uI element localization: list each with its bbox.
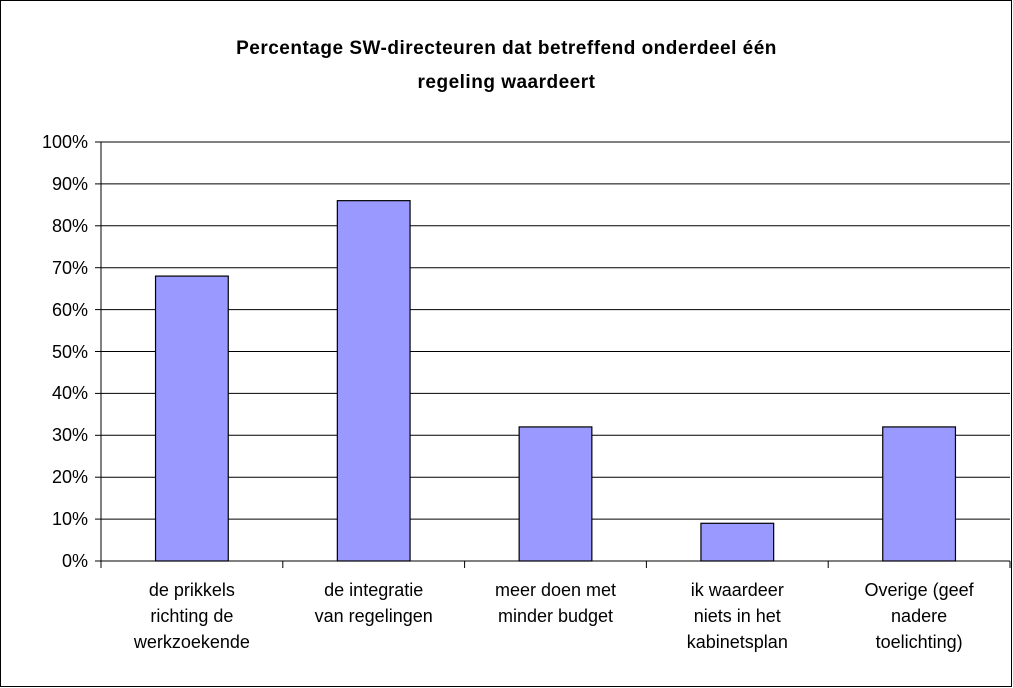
x-tick-label: de prikkels richting de werkzoekende (133, 580, 250, 652)
chart-title: Percentage SW-directeuren dat betreffend… (236, 38, 777, 93)
bar (700, 522, 775, 562)
y-tick-label: 40% (51, 383, 88, 404)
x-tick-label: de integratie van regelingen (314, 580, 433, 626)
x-tick-label: Overige (geef nadere toelichting) (864, 580, 974, 652)
bar (882, 426, 957, 562)
y-tick-label: 80% (51, 215, 88, 236)
y-tick-label: 100% (41, 132, 88, 152)
x-tick-label: meer doen met minder budget (494, 580, 617, 626)
y-tick-label: 90% (51, 173, 88, 194)
y-tick-label: 70% (51, 257, 88, 278)
y-tick-label: 0% (61, 551, 88, 571)
y-tick-label: 20% (51, 467, 88, 488)
bar (154, 275, 229, 562)
y-tick-label: 30% (51, 425, 88, 446)
bar (518, 426, 593, 562)
y-tick-label: 50% (51, 341, 88, 362)
y-tick-label: 60% (51, 299, 88, 320)
y-tick-label: 10% (51, 509, 88, 530)
x-tick-label: ik waardeer niets in het kabinetsplan (686, 580, 788, 652)
bar (336, 200, 411, 562)
